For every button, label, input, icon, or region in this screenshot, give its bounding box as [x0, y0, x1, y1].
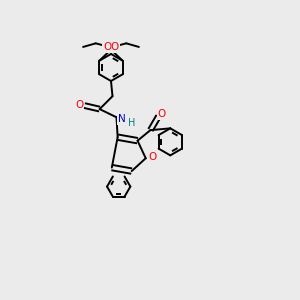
Text: H: H — [128, 118, 136, 128]
Text: O: O — [148, 152, 157, 162]
Text: O: O — [158, 109, 166, 119]
Text: O: O — [75, 100, 83, 110]
Text: N: N — [118, 114, 126, 124]
Text: O: O — [103, 42, 111, 52]
Text: O: O — [111, 42, 119, 52]
